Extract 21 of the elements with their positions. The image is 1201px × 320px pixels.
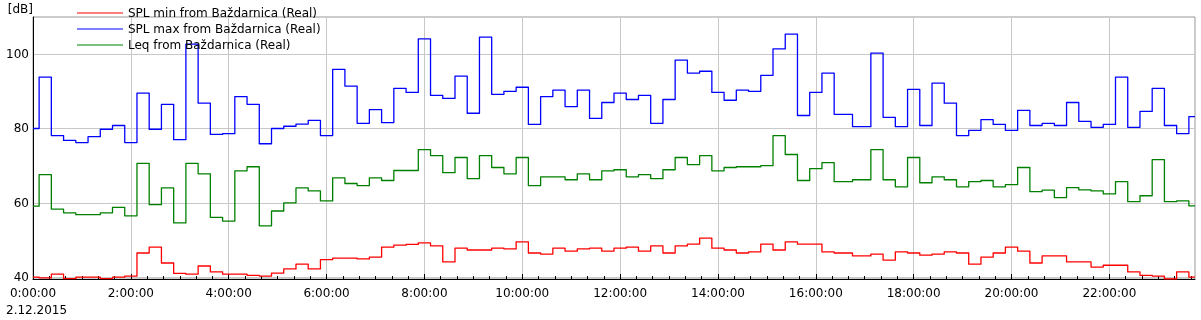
x-tick-label: 16:00:00 <box>788 286 843 300</box>
x-tick-label: 0:00:00 <box>9 286 57 300</box>
y-tick-label: 40 <box>13 270 29 285</box>
x-tick-label: 10:00:00 <box>495 286 550 300</box>
legend-label: SPL max from Baždarnica (Real) <box>128 22 321 36</box>
legend-label: Leq from Baždarnica (Real) <box>128 38 291 52</box>
y-axis-title: [dB] <box>7 2 33 16</box>
x-tick-label: 18:00:00 <box>886 286 941 300</box>
x-tick-label: 4:00:00 <box>205 286 252 300</box>
x-tick-label: 6:00:00 <box>303 286 350 300</box>
y-tick-label: 100 <box>6 47 29 62</box>
x-tick-label: 22:00:00 <box>1082 286 1137 300</box>
x-tick-label: 14:00:00 <box>691 286 745 300</box>
x-tick-label: 20:00:00 <box>984 286 1039 300</box>
x-tick-label: 2:00:00 <box>107 286 154 300</box>
legend-label: SPL min from Baždarnica (Real) <box>128 6 318 20</box>
x-tick-label: 12:00:00 <box>593 286 648 300</box>
x-tick-label: 8:00:00 <box>401 286 448 300</box>
text: 2.12.2015 <box>6 303 68 317</box>
y-tick-label: 80 <box>13 121 29 136</box>
y-tick-label: 60 <box>13 195 29 210</box>
